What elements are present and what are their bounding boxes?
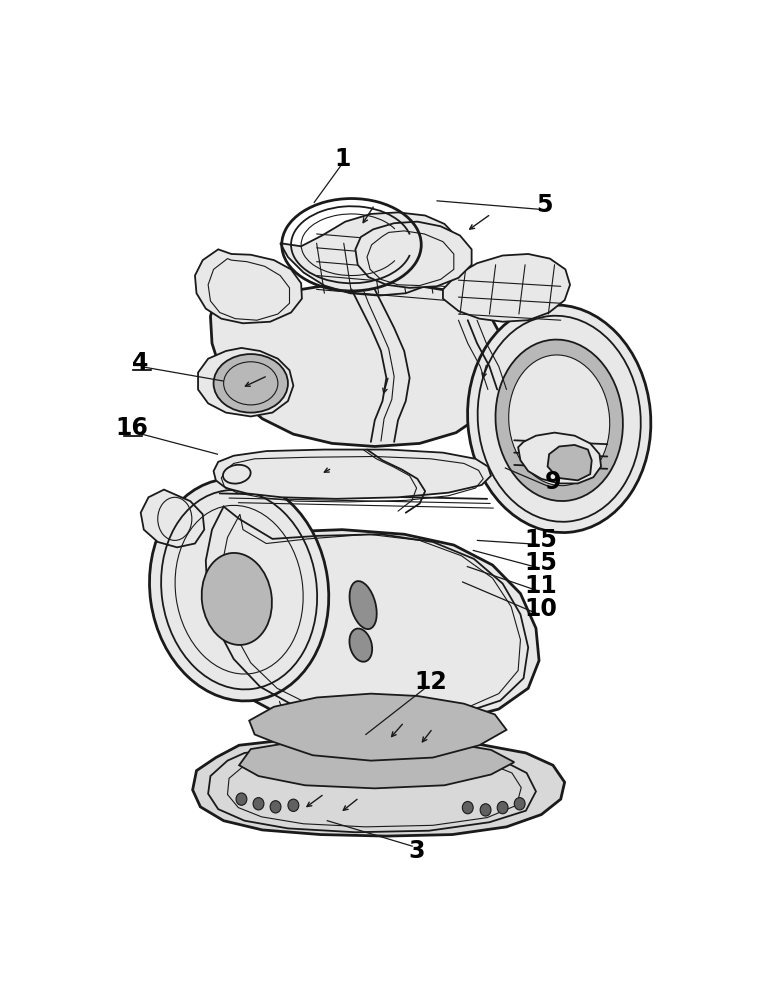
Polygon shape (211, 283, 506, 446)
Text: 9: 9 (545, 470, 561, 494)
Ellipse shape (463, 801, 473, 814)
Polygon shape (198, 348, 293, 416)
Polygon shape (249, 694, 506, 761)
Ellipse shape (509, 355, 610, 486)
Text: 4: 4 (132, 351, 149, 375)
Polygon shape (518, 433, 601, 483)
Ellipse shape (253, 798, 264, 810)
Text: 15: 15 (525, 528, 558, 552)
Ellipse shape (514, 798, 525, 810)
Ellipse shape (236, 793, 247, 805)
Text: 5: 5 (535, 193, 552, 217)
Polygon shape (187, 497, 539, 727)
Text: 10: 10 (525, 597, 558, 621)
Ellipse shape (497, 801, 508, 814)
Text: 12: 12 (414, 670, 447, 694)
Ellipse shape (214, 354, 288, 413)
Polygon shape (239, 739, 514, 788)
Ellipse shape (480, 804, 491, 816)
Ellipse shape (496, 340, 623, 501)
Text: 16: 16 (115, 416, 148, 440)
Polygon shape (443, 254, 570, 322)
Polygon shape (280, 212, 458, 296)
Ellipse shape (288, 799, 299, 811)
Polygon shape (192, 738, 565, 836)
Ellipse shape (349, 581, 377, 629)
Polygon shape (195, 249, 302, 323)
Polygon shape (214, 450, 491, 499)
Ellipse shape (223, 465, 250, 484)
Text: 1: 1 (334, 146, 350, 170)
Ellipse shape (201, 553, 272, 645)
Polygon shape (141, 490, 205, 547)
Text: 11: 11 (525, 574, 558, 598)
Ellipse shape (349, 629, 372, 662)
Ellipse shape (270, 801, 281, 813)
Ellipse shape (149, 478, 329, 701)
Text: 3: 3 (408, 840, 424, 863)
Polygon shape (355, 222, 472, 288)
Polygon shape (548, 445, 592, 480)
Ellipse shape (467, 305, 651, 533)
Text: 15: 15 (525, 551, 558, 575)
